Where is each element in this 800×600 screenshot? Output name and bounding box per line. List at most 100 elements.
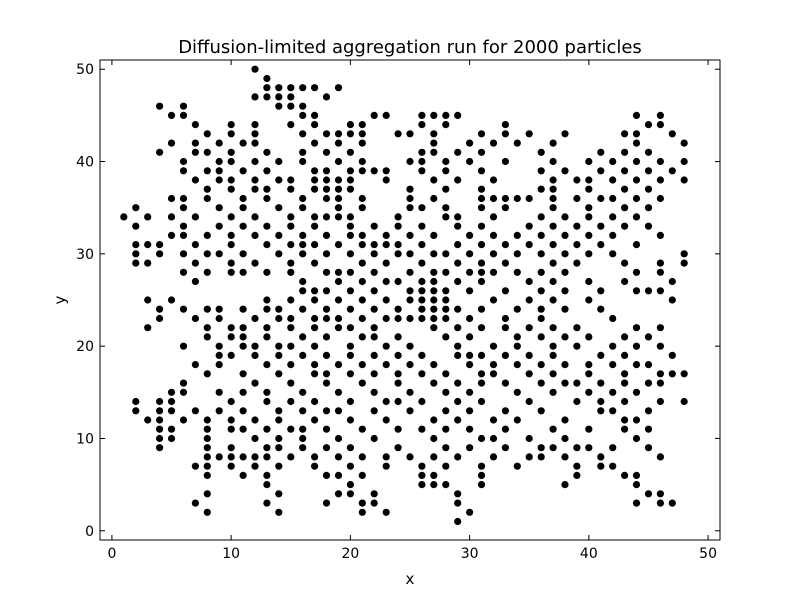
data-point (644, 379, 653, 387)
y-tick-label: 30 (76, 247, 94, 263)
data-point (537, 250, 545, 258)
data-point (346, 416, 354, 424)
data-point (632, 324, 641, 332)
data-point (275, 102, 283, 110)
data-point (287, 121, 295, 129)
data-point (156, 250, 164, 258)
plot-frame (99, 59, 721, 541)
data-point (454, 517, 462, 526)
data-point (156, 148, 164, 156)
data-point (382, 241, 390, 249)
data-point (537, 213, 545, 221)
data-point (370, 241, 378, 249)
data-point (227, 416, 235, 424)
data-point (549, 277, 557, 286)
data-point (656, 453, 665, 461)
data-point (251, 342, 259, 350)
data-point (275, 176, 283, 184)
data-point (191, 213, 199, 221)
data-point (179, 416, 188, 424)
data-point (227, 462, 235, 470)
data-point (466, 333, 474, 341)
data-point (573, 176, 581, 184)
data-point (418, 397, 426, 406)
data-point (287, 185, 295, 193)
data-point (525, 453, 533, 461)
data-point (549, 259, 557, 267)
data-point (454, 342, 462, 350)
data-point (477, 241, 486, 249)
data-point (203, 444, 211, 452)
data-point (430, 148, 438, 156)
data-point (346, 130, 354, 138)
data-point (215, 204, 223, 212)
data-point (668, 130, 676, 138)
data-point (334, 296, 343, 304)
data-point (370, 268, 378, 276)
data-point (418, 314, 426, 323)
data-point (477, 305, 486, 313)
data-point (501, 324, 509, 332)
data-point (322, 407, 331, 415)
data-point (430, 287, 438, 295)
data-point (358, 453, 366, 461)
data-point (358, 333, 366, 341)
data-point (311, 139, 319, 147)
data-point (668, 277, 676, 286)
data-point (334, 490, 343, 498)
data-point (561, 268, 569, 276)
data-point (322, 314, 331, 323)
data-point (382, 361, 390, 369)
data-point (311, 370, 319, 378)
x-ticks: 0 10 20 30 40 50 (107, 60, 717, 562)
data-point (167, 434, 176, 443)
data-point (215, 167, 223, 175)
data-point (632, 481, 641, 489)
data-point (454, 416, 462, 424)
data-point (644, 185, 653, 193)
data-point (144, 241, 152, 249)
data-point (442, 462, 450, 470)
data-point (334, 471, 343, 479)
data-point (299, 287, 307, 295)
data-point (656, 231, 665, 239)
data-point (525, 351, 533, 359)
data-point (191, 176, 199, 184)
data-point (299, 148, 307, 156)
data-point (680, 176, 688, 184)
data-point (549, 194, 557, 203)
data-point (442, 425, 450, 433)
data-point (287, 176, 295, 184)
data-point (299, 231, 307, 239)
data-point (334, 185, 343, 193)
data-point (525, 241, 533, 249)
data-point (632, 361, 641, 369)
data-point (287, 222, 295, 230)
data-point (537, 407, 545, 415)
data-point (430, 176, 438, 184)
data-point (227, 231, 235, 239)
data-point (561, 305, 569, 313)
data-point (632, 157, 641, 166)
data-point (549, 388, 557, 396)
data-point (632, 416, 641, 424)
data-point (227, 121, 235, 129)
data-point (513, 268, 521, 276)
data-point (561, 287, 569, 295)
data-point (466, 287, 474, 295)
x-tick-label: 30 (461, 546, 479, 562)
data-point (156, 305, 164, 313)
data-point (501, 204, 509, 212)
data-point (275, 250, 283, 258)
data-point (537, 305, 545, 313)
data-point (346, 268, 354, 276)
data-point (263, 305, 271, 313)
data-point (322, 444, 331, 452)
data-point (299, 388, 307, 396)
data-point (394, 250, 402, 258)
data-point (621, 130, 629, 138)
data-point (644, 361, 653, 369)
data-point (334, 434, 343, 443)
data-point (251, 185, 259, 193)
data-point (489, 139, 498, 147)
